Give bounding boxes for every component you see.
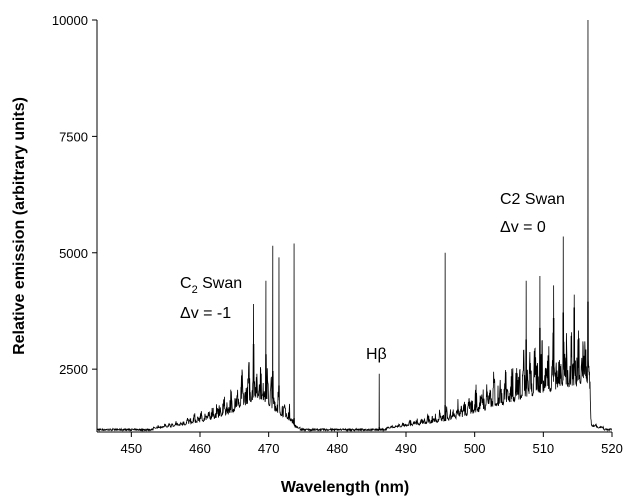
spectrum-series-line [96, 19, 613, 433]
x-tick-label: 470 [258, 441, 280, 456]
annotation-c2-letter: C [180, 275, 192, 292]
x-tick-label: 500 [464, 441, 486, 456]
x-tick-label: 480 [326, 441, 348, 456]
annotation-c2-swan-left: C2 Swan [180, 275, 242, 296]
annotation-h-beta: Hβ [366, 346, 387, 363]
annotation-delta-v-zero: Δv = 0 [500, 219, 546, 236]
annotation-c2-swan-word: Swan [198, 275, 242, 292]
y-tick-label: 5000 [59, 246, 88, 261]
x-tick-label: 460 [189, 441, 211, 456]
plot-area [96, 20, 612, 433]
annotation-c2-subscript: 2 [192, 284, 198, 296]
annotation-c2-swan-right: C2 Swan [500, 191, 565, 208]
x-tick-label: 450 [120, 441, 142, 456]
x-axis-ticks: 450 460 470 480 490 500 510 520 [120, 432, 623, 456]
x-axis-title: Wavelength (nm) [281, 479, 409, 496]
annotation-delta-v-minus-one: Δv = -1 [180, 305, 231, 322]
y-axis-ticks: 2500 5000 7500 10000 [52, 13, 97, 377]
y-tick-label: 7500 [59, 129, 88, 144]
x-tick-label: 490 [395, 441, 417, 456]
y-tick-label: 2500 [59, 362, 88, 377]
y-axis-title: Relative emission (arbitrary units) [11, 97, 28, 355]
y-tick-label: 10000 [52, 13, 88, 28]
x-tick-label: 520 [601, 441, 623, 456]
x-tick-label: 510 [532, 441, 554, 456]
